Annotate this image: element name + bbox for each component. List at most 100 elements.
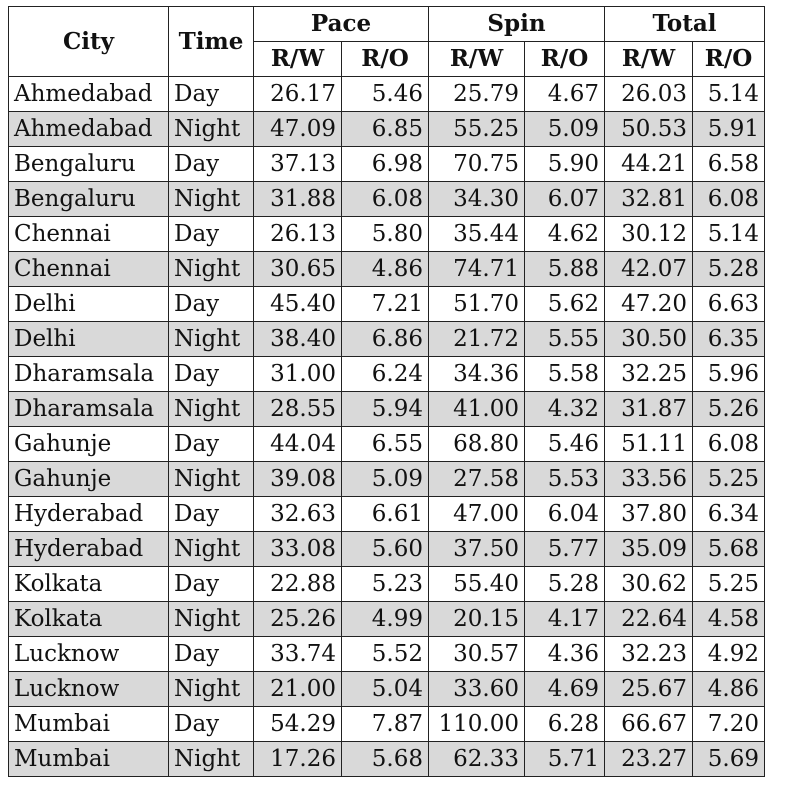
cell-total-ro: 6.58 xyxy=(692,146,765,182)
cell-total-ro: 5.26 xyxy=(692,391,765,427)
cell-pace-rw: 37.13 xyxy=(253,146,342,182)
cell-spin-rw: 74.71 xyxy=(428,251,525,287)
cell-total-ro: 5.69 xyxy=(692,741,765,777)
cell-spin-ro: 5.09 xyxy=(524,111,605,147)
cell-time: Day xyxy=(168,496,254,532)
cell-total-ro: 4.92 xyxy=(692,636,765,672)
cell-spin-ro: 5.55 xyxy=(524,321,605,357)
cell-total-rw: 42.07 xyxy=(604,251,693,287)
cell-spin-ro: 4.32 xyxy=(524,391,605,427)
cell-city: Dharamsala xyxy=(8,356,169,392)
cell-total-rw: 35.09 xyxy=(604,531,693,567)
cell-pace-rw: 28.55 xyxy=(253,391,342,427)
cell-pace-rw: 31.88 xyxy=(253,181,342,217)
cell-spin-ro: 5.90 xyxy=(524,146,605,182)
cell-city: Chennai xyxy=(8,216,169,252)
cell-time: Day xyxy=(168,146,254,182)
cell-total-rw: 30.62 xyxy=(604,566,693,602)
table-row: Ahmedabad Day 26.17 5.46 25.79 4.67 26.03 5.14 xyxy=(8,76,765,112)
cell-pace-rw: 32.63 xyxy=(253,496,342,532)
cell-total-ro: 5.68 xyxy=(692,531,765,567)
cell-total-ro: 4.86 xyxy=(692,671,765,707)
cell-spin-ro: 4.67 xyxy=(524,76,605,112)
cell-total-rw: 47.20 xyxy=(604,286,693,322)
table-body: Ahmedabad Day 26.17 5.46 25.79 4.67 26.03 5.14 A… xyxy=(8,76,765,777)
cell-time: Night xyxy=(168,531,254,567)
cell-city: Hyderabad xyxy=(8,496,169,532)
cell-city: Gahunje xyxy=(8,426,169,462)
cell-pace-rw: 21.00 xyxy=(253,671,342,707)
cell-time: Day xyxy=(168,426,254,462)
cell-total-rw: 50.53 xyxy=(604,111,693,147)
cell-pace-rw: 44.04 xyxy=(253,426,342,462)
cell-time: Day xyxy=(168,566,254,602)
header-pace-ro: R/O xyxy=(341,41,429,77)
cell-total-ro: 5.14 xyxy=(692,216,765,252)
cell-spin-rw: 55.40 xyxy=(428,566,525,602)
cell-total-rw: 66.67 xyxy=(604,706,693,742)
table-row: Gahunje Day 44.04 6.55 68.80 5.46 51.11 6.08 xyxy=(8,426,765,462)
cell-pace-ro: 6.24 xyxy=(341,356,429,392)
cell-time: Night xyxy=(168,741,254,777)
cell-city: Lucknow xyxy=(8,636,169,672)
cell-time: Day xyxy=(168,76,254,112)
cell-pace-ro: 7.87 xyxy=(341,706,429,742)
cell-total-rw: 23.27 xyxy=(604,741,693,777)
cell-pace-ro: 5.60 xyxy=(341,531,429,567)
cell-pace-rw: 26.17 xyxy=(253,76,342,112)
cell-city: Mumbai xyxy=(8,706,169,742)
table-row: Lucknow Night 21.00 5.04 33.60 4.69 25.67 4.86 xyxy=(8,671,765,707)
cell-pace-rw: 30.65 xyxy=(253,251,342,287)
cell-spin-rw: 27.58 xyxy=(428,461,525,497)
header-pace: Pace xyxy=(253,6,429,42)
table-row: Ahmedabad Night 47.09 6.85 55.25 5.09 50.53 5.9… xyxy=(8,111,765,147)
cell-time: Night xyxy=(168,391,254,427)
header-spin-ro: R/O xyxy=(524,41,605,77)
stats-table-container: City Time Pace Spin Total R/W R/O R/W R/… xyxy=(8,6,765,777)
table-row: Gahunje Night 39.08 5.09 27.58 5.53 33.56 5.25 xyxy=(8,461,765,497)
cell-pace-rw: 26.13 xyxy=(253,216,342,252)
cell-spin-ro: 5.77 xyxy=(524,531,605,567)
cell-total-rw: 30.50 xyxy=(604,321,693,357)
table-row: Hyderabad Day 32.63 6.61 47.00 6.04 37.80 6.34 xyxy=(8,496,765,532)
header-total: Total xyxy=(604,6,765,42)
cell-pace-ro: 6.55 xyxy=(341,426,429,462)
cell-spin-ro: 4.62 xyxy=(524,216,605,252)
cell-total-rw: 32.81 xyxy=(604,181,693,217)
header-total-ro: R/O xyxy=(692,41,765,77)
cell-spin-ro: 5.46 xyxy=(524,426,605,462)
cell-time: Day xyxy=(168,356,254,392)
cell-spin-rw: 47.00 xyxy=(428,496,525,532)
cell-pace-rw: 47.09 xyxy=(253,111,342,147)
cell-pace-rw: 45.40 xyxy=(253,286,342,322)
cell-city: Delhi xyxy=(8,321,169,357)
cell-pace-ro: 7.21 xyxy=(341,286,429,322)
cell-city: Hyderabad xyxy=(8,531,169,567)
cell-total-ro: 7.20 xyxy=(692,706,765,742)
cell-city: Mumbai xyxy=(8,741,169,777)
table-row: Delhi Night 38.40 6.86 21.72 5.55 30.50 6.35 xyxy=(8,321,765,357)
cell-total-rw: 33.56 xyxy=(604,461,693,497)
cell-time: Night xyxy=(168,251,254,287)
cell-total-rw: 37.80 xyxy=(604,496,693,532)
cell-time: Night xyxy=(168,671,254,707)
cell-total-rw: 31.87 xyxy=(604,391,693,427)
cell-pace-rw: 38.40 xyxy=(253,321,342,357)
cell-spin-rw: 25.79 xyxy=(428,76,525,112)
cell-pace-rw: 31.00 xyxy=(253,356,342,392)
cell-pace-ro: 6.61 xyxy=(341,496,429,532)
cell-time: Day xyxy=(168,216,254,252)
cell-spin-ro: 6.04 xyxy=(524,496,605,532)
header-pace-rw: R/W xyxy=(253,41,342,77)
cell-pace-ro: 5.94 xyxy=(341,391,429,427)
header-city: City xyxy=(8,6,169,77)
cell-spin-rw: 34.36 xyxy=(428,356,525,392)
cell-total-ro: 5.25 xyxy=(692,461,765,497)
cell-total-ro: 6.08 xyxy=(692,181,765,217)
table-row: Chennai Day 26.13 5.80 35.44 4.62 30.12 5.14 xyxy=(8,216,765,252)
cell-spin-rw: 55.25 xyxy=(428,111,525,147)
cell-spin-ro: 5.88 xyxy=(524,251,605,287)
cell-pace-rw: 54.29 xyxy=(253,706,342,742)
cell-spin-rw: 34.30 xyxy=(428,181,525,217)
cell-spin-rw: 41.00 xyxy=(428,391,525,427)
